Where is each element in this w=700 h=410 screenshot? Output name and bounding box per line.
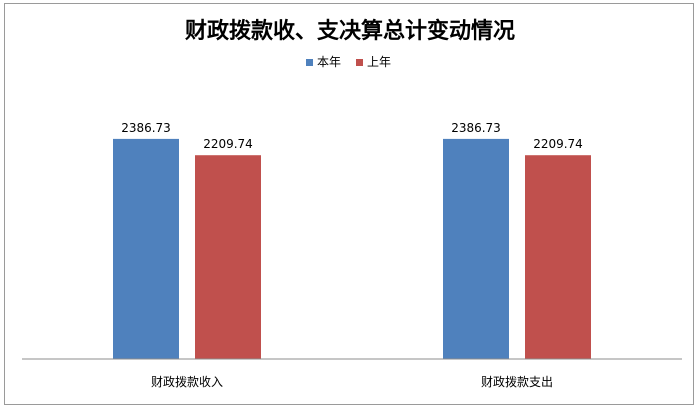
data-label-1-1: 2386.73 xyxy=(121,121,171,135)
labels-group: 2386.73 2209.74 财政拨款收入 2386.73 2209.74 财政拨款支出 xyxy=(121,121,583,389)
legend-label-1: 本年 xyxy=(317,55,341,69)
category-label-2: 财政拨款支出 xyxy=(481,375,553,389)
legend: 本年 上年 xyxy=(306,55,391,69)
legend-label-2: 上年 xyxy=(367,55,391,69)
chart-title: 财政拨款收、支决算总计变动情况 xyxy=(185,18,515,44)
data-label-2-2: 2209.74 xyxy=(533,137,583,151)
bar-1-1 xyxy=(113,138,179,359)
bar-2-2 xyxy=(525,155,591,359)
bar-2-1 xyxy=(195,155,261,359)
bar-1-2 xyxy=(443,138,509,359)
data-label-1-2: 2386.73 xyxy=(451,121,501,135)
category-label-1: 财政拨款收入 xyxy=(151,375,223,389)
bars-group xyxy=(113,138,591,359)
data-label-2-1: 2209.74 xyxy=(203,137,253,151)
legend-swatch-1 xyxy=(306,59,313,66)
legend-swatch-2 xyxy=(356,59,363,66)
